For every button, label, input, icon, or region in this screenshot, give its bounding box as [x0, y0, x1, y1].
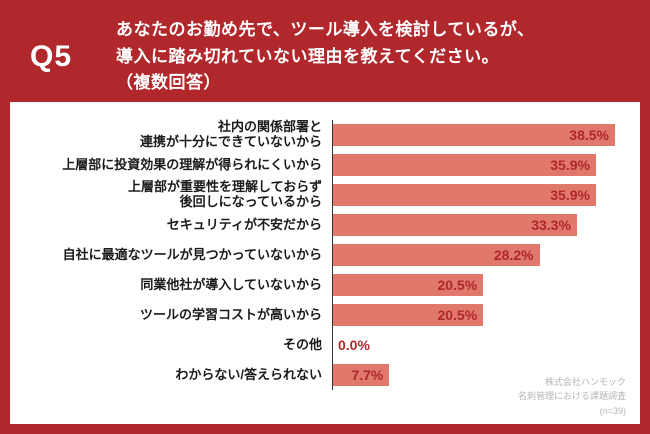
footnote-line-3: (n=39)	[599, 405, 626, 416]
value-label: 20.5%	[437, 277, 478, 293]
bar-track: 35.9%	[332, 180, 626, 210]
footnote: 株式会社ハンモック 名刺管理における課題調査 (n=39)	[518, 375, 626, 418]
bar-row: 上層部が重要性を理解しておらず 後回しになっているから 35.9%	[20, 179, 626, 210]
bar-track: 33.3%	[332, 210, 626, 240]
bar: 20.5%	[333, 304, 484, 326]
value-label: 0.0%	[338, 337, 370, 353]
bar-row: 同業他社が導入していないから 20.5%	[20, 270, 626, 300]
bar-track: 28.2%	[332, 240, 626, 270]
bar-track: 20.5%	[332, 270, 626, 300]
bar-track: 35.9%	[332, 150, 626, 180]
category-label: 自社に最適なツールが見つかっていないから	[62, 246, 322, 262]
question-line-3: （複数回答）	[116, 73, 222, 93]
bar-chart: 社内の関係部署と 連携が十分にできていないから 38.5% 上層部に投資効果の理解が得…	[20, 119, 626, 390]
bar: 7.7%	[333, 364, 390, 386]
bar: 35.9%	[333, 184, 596, 206]
bar: 38.5%	[333, 124, 615, 146]
bar: 28.2%	[333, 244, 540, 266]
category-label: わからない/答えられない	[175, 366, 322, 382]
value-label: 20.5%	[437, 307, 478, 323]
bar-track: 0.0%	[332, 330, 626, 360]
bar-row: ツールの学習コストが高いから 20.5%	[20, 300, 626, 330]
question-header: Q5 あなたのお勤め先で、ツール導入を検討しているが、 導入に踏み切れていない理…	[0, 0, 650, 102]
category-label: 社内の関係部署と 連携が十分にできていないから	[139, 119, 322, 149]
bar-track: 38.5%	[332, 120, 626, 150]
category-label: その他	[282, 336, 322, 352]
category-label: 上層部に投資効果の理解が得られにくいから	[62, 156, 322, 172]
bar-track: 20.5%	[332, 300, 626, 330]
question-text: あなたのお勤め先で、ツール導入を検討しているが、 導入に踏み切れていない理由を教…	[116, 17, 534, 96]
bar-row: セキュリティが不安だから 33.3%	[20, 210, 626, 240]
bar-track: 7.7%	[332, 360, 626, 390]
question-number: Q5	[30, 40, 73, 73]
category-label: 上層部が重要性を理解しておらず 後回しになっているから	[128, 179, 322, 209]
bar-row: 自社に最適なツールが見つかっていないから 28.2%	[20, 240, 626, 270]
chart-area: 社内の関係部署と 連携が十分にできていないから 38.5% 上層部に投資効果の理解が得…	[10, 102, 640, 424]
bar: 33.3%	[333, 214, 577, 236]
value-label: 33.3%	[531, 217, 571, 233]
bar: 20.5%	[333, 274, 484, 296]
footnote-line-1: 株式会社ハンモック	[544, 376, 626, 387]
category-label: ツールの学習コストが高いから	[139, 306, 322, 322]
question-line-2: 導入に踏み切れていない理由を教えてください。	[116, 46, 500, 66]
bar-row: その他 0.0%	[20, 330, 626, 360]
value-label: 35.9%	[550, 187, 590, 203]
value-label: 38.5%	[569, 127, 609, 143]
bar-row: 上層部に投資効果の理解が得られにくいから 35.9%	[20, 150, 626, 180]
category-label: 同業他社が導入していないから	[140, 276, 322, 292]
bar: 35.9%	[333, 154, 596, 176]
footnote-line-2: 名刺管理における課題調査	[517, 391, 626, 402]
bar-row: 社内の関係部署と 連携が十分にできていないから 38.5%	[20, 119, 626, 150]
value-label: 28.2%	[493, 247, 534, 263]
question-line-1: あなたのお勤め先で、ツール導入を検討しているが、	[116, 20, 535, 40]
bar-row: わからない/答えられない 7.7%	[20, 360, 626, 390]
category-label: セキュリティが不安だから	[166, 216, 322, 232]
value-label: 35.9%	[550, 157, 590, 173]
value-label: 7.7%	[351, 367, 384, 383]
